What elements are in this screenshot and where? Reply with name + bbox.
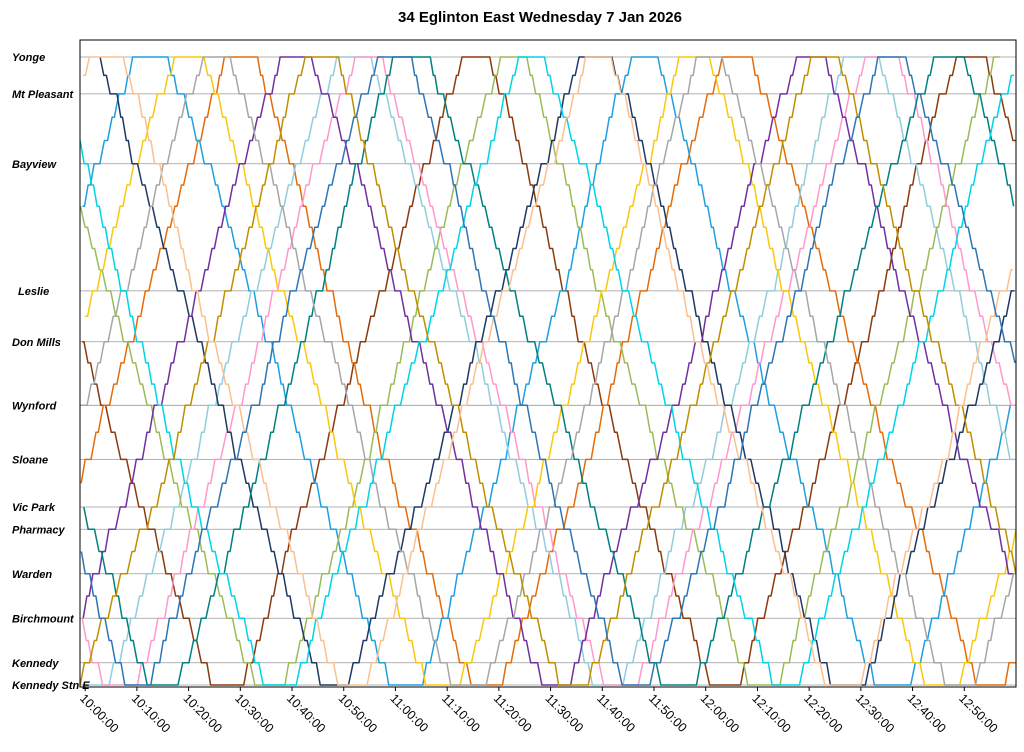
stop-label: Yonge <box>12 52 45 64</box>
time-tick-label: 12:50:00 <box>956 691 1000 735</box>
bus-trace-line <box>82 56 1015 686</box>
plot-frame <box>79 39 1017 688</box>
stop-label: Vic Park <box>12 502 56 514</box>
time-tick-label: 10:20:00 <box>180 691 224 735</box>
bus-trace-line <box>83 56 1015 686</box>
stop-label: Pharmacy <box>12 524 65 536</box>
bus-trace-line <box>81 56 1016 686</box>
bus-trace-line <box>79 56 1000 686</box>
stop-label: Warden <box>12 569 52 581</box>
bus-trace-line <box>79 56 1017 686</box>
bus-trace-line <box>80 56 1016 686</box>
time-tick-label: 11:50:00 <box>646 691 690 735</box>
stop-label: Kennedy Stn E <box>12 680 90 692</box>
time-tick-label: 12:10:00 <box>749 691 793 735</box>
stop-labels: Yonge Mt Pleasant Bayview Leslie Don Mills Wy… <box>12 52 90 692</box>
time-labels: 10:00:00 10:10:00 10:20:00 10:30:00 10:40:00… <box>77 687 1001 736</box>
time-tick-label: 12:40:00 <box>904 691 948 735</box>
time-tick-label: 12:00:00 <box>698 691 742 735</box>
time-tick-label: 10:30:00 <box>232 691 276 735</box>
stop-label: Sloane <box>12 454 48 466</box>
stop-label: Leslie <box>18 286 49 298</box>
time-tick-label: 11:20:00 <box>491 691 535 735</box>
stop-label: Birchmount <box>12 613 75 625</box>
bus-trace-line <box>80 56 1016 686</box>
chart-title: 34 Eglinton East Wednesday 7 Jan 2026 <box>398 9 682 26</box>
bus-trace-line <box>82 56 1013 686</box>
bus-trace-line <box>82 56 1014 686</box>
stop-label: Don Mills <box>12 337 61 349</box>
time-tick-label: 12:20:00 <box>801 691 845 735</box>
stop-label: Mt Pleasant <box>12 89 74 101</box>
time-tick-label: 10:40:00 <box>284 691 328 735</box>
bus-trace-line <box>80 56 1016 686</box>
bus-trace-line <box>99 56 1015 686</box>
stop-label: Bayview <box>12 159 57 171</box>
time-tick-label: 10:50:00 <box>336 691 380 735</box>
time-tick-label: 10:10:00 <box>129 691 173 735</box>
time-tick-label: 11:30:00 <box>542 691 586 735</box>
time-tick-label: 12:30:00 <box>853 691 897 735</box>
gridlines <box>80 56 1016 686</box>
stop-label: Kennedy <box>12 658 59 670</box>
stop-label: Wynford <box>12 400 57 412</box>
time-tick-label: 11:40:00 <box>594 691 638 735</box>
time-tick-label: 11:00:00 <box>387 691 431 735</box>
bus-traces <box>79 56 1017 686</box>
bus-trace-line <box>82 56 1016 686</box>
time-tick-label: 10:00:00 <box>77 691 121 735</box>
bus-trace-line <box>84 56 1017 686</box>
time-tick-label: 11:10:00 <box>439 691 483 735</box>
bus-trace-line <box>79 56 1014 686</box>
